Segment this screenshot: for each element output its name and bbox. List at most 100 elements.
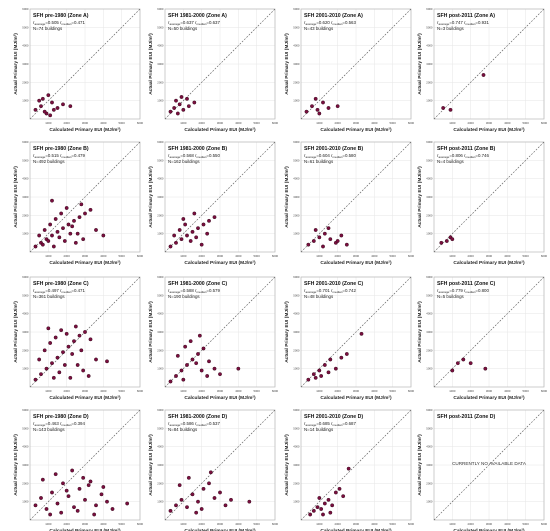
y-tick-label: 2000 <box>157 213 164 217</box>
y-tick-label: 1000 <box>22 99 29 103</box>
y-tick-label: 2000 <box>22 481 29 485</box>
data-point <box>174 374 178 378</box>
data-point <box>37 233 42 238</box>
panel-title: SFH 1981-2000 (Zone C) <box>168 281 227 287</box>
panel-stats: raverage=0.588 rmedian=0.579 <box>168 288 221 294</box>
y-tick-label: 4000 <box>22 445 29 449</box>
data-point <box>81 368 86 373</box>
y-tick-label: 6000 <box>157 7 164 11</box>
data-point <box>310 104 314 109</box>
scatter-panel: 1000 1000 2000 2000 3000 3000 4000 4000 5000 5000… <box>284 275 415 401</box>
y-tick-label: 3000 <box>22 195 29 199</box>
y-tick-label: 3000 <box>22 330 29 334</box>
data-point <box>339 355 344 360</box>
diagonal-line <box>300 409 412 521</box>
data-point <box>205 374 210 378</box>
plot-frame <box>164 409 276 521</box>
y-tick-label: 3000 <box>426 330 433 334</box>
data-point <box>53 472 58 477</box>
data-point <box>168 109 173 114</box>
data-point <box>190 229 195 234</box>
data-point <box>247 499 252 504</box>
data-point <box>94 503 98 508</box>
data-point <box>51 375 56 380</box>
panel-title: SFH 2001-2010 (Zone C) <box>304 281 363 287</box>
data-point <box>326 370 331 375</box>
data-point <box>174 240 178 245</box>
data-point <box>441 106 446 110</box>
y-tick-label: 1000 <box>157 99 164 103</box>
x-tick-label: 4000 <box>504 121 511 125</box>
y-tick-label: 6000 <box>293 275 300 279</box>
data-point <box>183 344 188 349</box>
y-tick-label: 1000 <box>293 232 300 236</box>
y-tick-label: 4000 <box>157 445 164 449</box>
panel-sample-size: N=3 buildings <box>437 26 465 31</box>
data-point <box>88 337 93 342</box>
x-tick-label: 4000 <box>100 522 107 526</box>
data-point <box>92 512 97 517</box>
y-tick-label: 5000 <box>157 158 164 162</box>
x-tick-label: 1000 <box>45 254 52 258</box>
data-point <box>50 198 54 203</box>
x-tick-label: 2000 <box>199 522 206 526</box>
data-point <box>186 475 191 480</box>
data-point <box>81 475 86 480</box>
panel-sample-size: N=50 buildings <box>168 26 198 31</box>
x-axis-label: Calculated Primary EUI (MJ/m²) <box>453 528 525 531</box>
data-point <box>483 366 488 371</box>
x-tick-label: 1000 <box>180 254 187 258</box>
data-point <box>199 368 204 373</box>
data-point <box>208 470 213 475</box>
y-tick-label: 2000 <box>22 348 29 352</box>
y-tick-label: 3000 <box>157 330 164 334</box>
data-point <box>207 481 211 486</box>
x-tick-label: 4000 <box>235 121 242 125</box>
diagonal-line <box>164 276 276 388</box>
y-tick-label: 2000 <box>22 213 29 217</box>
data-point <box>311 239 316 243</box>
data-point <box>33 107 38 112</box>
data-point <box>177 483 182 488</box>
plot-frame <box>164 276 276 388</box>
x-tick-label: 3000 <box>82 121 89 125</box>
data-point <box>205 231 210 236</box>
data-point <box>229 497 233 502</box>
y-tick-label: 6000 <box>22 140 29 144</box>
panel-stats: raverage=0.701 rmedian=0.742 <box>304 288 357 294</box>
data-point <box>326 106 331 110</box>
scatter-panel: 1000 1000 2000 2000 3000 3000 4000 4000 5000 5000… <box>417 408 548 531</box>
diagonal-line <box>29 141 141 253</box>
y-axis-label: Actual Primary EUI (MJ/m²) <box>284 301 290 363</box>
data-point <box>201 346 206 351</box>
plot-frame <box>300 141 412 253</box>
data-point <box>50 233 54 238</box>
y-tick-label: 3000 <box>157 463 164 467</box>
data-point <box>77 215 82 220</box>
x-tick-label: 6000 <box>137 254 144 258</box>
data-point <box>101 233 106 238</box>
y-tick-label: 3000 <box>293 463 300 467</box>
panel-sample-size: N=74 buildings <box>33 26 63 31</box>
data-point <box>188 239 193 243</box>
y-axis-label: Actual Primary EUI (MJ/m²) <box>148 434 154 496</box>
scatter-panel: 1000 1000 2000 2000 3000 3000 4000 4000 5000 5000… <box>148 275 279 401</box>
x-axis-label: Calculated Primary EUI (MJ/m²) <box>320 528 392 531</box>
data-point <box>319 507 324 511</box>
x-axis-label: Calculated Primary EUI (MJ/m²) <box>320 127 392 133</box>
y-tick-label: 5000 <box>22 25 29 29</box>
data-point <box>313 96 318 101</box>
x-tick-label: 5000 <box>523 389 530 393</box>
x-axis-label: Calculated Primary EUI (MJ/m²) <box>184 528 256 531</box>
data-point <box>330 503 335 508</box>
x-tick-label: 1000 <box>449 522 456 526</box>
x-tick-label: 6000 <box>408 254 415 258</box>
x-tick-label: 1000 <box>449 389 456 393</box>
panel-title: SFH pre-1980 (Zone C) <box>33 281 89 287</box>
data-point <box>72 505 76 510</box>
plot-frame <box>433 276 545 388</box>
data-point <box>199 242 204 247</box>
data-point <box>59 510 64 515</box>
data-point <box>83 211 87 216</box>
x-tick-label: 5000 <box>254 121 261 125</box>
